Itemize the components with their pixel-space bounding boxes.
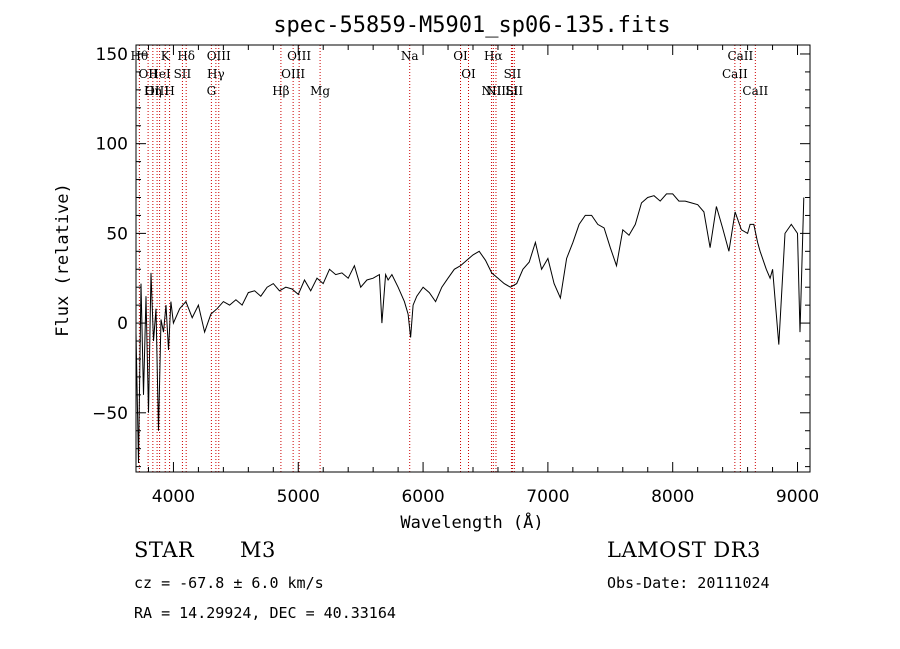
plot-frame: [135, 44, 811, 473]
emission-line-label: OIII: [207, 49, 231, 63]
emission-line-label: Mg: [310, 84, 330, 98]
x-tick-label: 7000: [526, 487, 569, 507]
y-tick-label: 150: [96, 45, 128, 65]
x-tick-label: 9000: [776, 487, 819, 507]
x-tick-label: 8000: [651, 487, 694, 507]
emission-line-label: SII: [505, 84, 523, 98]
y-tick-label: 50: [106, 224, 128, 244]
coordinates: RA = 14.29924, DEC = 40.33164: [134, 604, 396, 622]
emission-line-label: NII: [481, 84, 501, 98]
emission-line-label: HeI: [148, 67, 171, 81]
x-tick-label: 6000: [401, 487, 444, 507]
y-axis: −50 0 50 100 150: [92, 45, 810, 468]
emission-line-label: Hθ: [131, 49, 149, 63]
emission-line-label: SII: [174, 67, 192, 81]
emission-line-label: Hα: [484, 49, 503, 63]
emission-line-label: SII: [504, 67, 522, 81]
y-axis-label: Flux (relative): [53, 183, 73, 337]
x-tick-label: 4000: [152, 487, 195, 507]
emission-line-label: Hγ: [207, 67, 225, 81]
emission-line-markers: [138, 45, 756, 472]
emission-line-label: G: [207, 84, 217, 98]
emission-line-label: CaII: [742, 84, 768, 98]
emission-line-label: Na: [401, 49, 419, 63]
y-tick-label: 0: [117, 314, 128, 334]
y-tick-label: 100: [96, 135, 128, 155]
emission-line-label: CaII: [722, 67, 748, 81]
emission-line-label: Hδ: [177, 49, 195, 63]
emission-line-label: OII: [138, 67, 158, 81]
emission-line-label: NII: [486, 84, 506, 98]
emission-line-label: Li: [506, 84, 518, 98]
x-axis-label: Wavelength (Å): [400, 511, 543, 533]
survey-name: LAMOST DR3: [607, 538, 761, 562]
observation-date: Obs-Date: 20111024: [607, 574, 770, 592]
object-subclass: M3: [240, 538, 276, 562]
x-axis: 4000 5000 6000 7000 8000 9000: [147, 45, 819, 507]
emission-line-label: CaII: [727, 49, 753, 63]
object-class: STAR: [134, 538, 195, 562]
emission-line-label: OIII: [281, 67, 305, 81]
spectrum-line: [135, 193, 805, 464]
emission-line-label: OIII: [145, 84, 169, 98]
emission-line-label: OIII: [287, 49, 311, 63]
emission-line-label: H: [164, 84, 174, 98]
emission-line-label: OI: [461, 67, 476, 81]
redshift-value: cz = -67.8 ± 6.0 km/s: [134, 574, 324, 592]
emission-line-label: OI: [453, 49, 468, 63]
emission-line-label: Hη: [144, 84, 162, 98]
chart-title: spec-55859-M5901_sp06-135.fits: [273, 13, 670, 38]
emission-line-label: Hβ: [272, 84, 289, 98]
x-tick-label: 5000: [277, 487, 320, 507]
emission-line-label: K: [161, 49, 171, 63]
y-tick-label: −50: [92, 404, 128, 424]
